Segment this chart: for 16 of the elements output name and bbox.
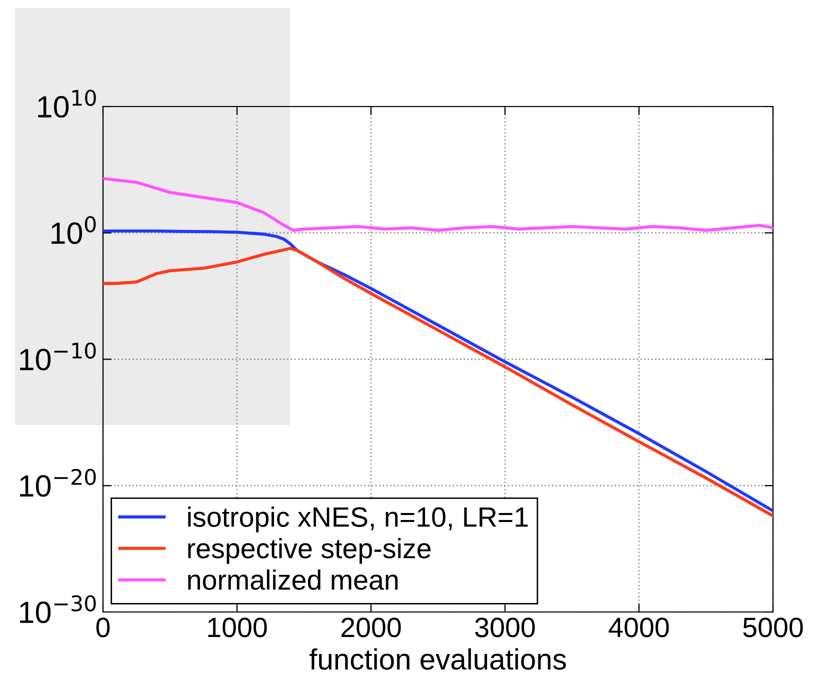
y-tick-label: 10$^{0}$ [52, 216, 96, 244]
y-tick-label: 10$^{−20}$ [20, 468, 96, 497]
y-tick-label: 10$^{−30}$ [20, 595, 96, 624]
x-tick-label: 2000 [342, 618, 401, 638]
line-series [103, 176, 773, 232]
x-tick-label: 5000 [743, 618, 803, 638]
legend-label: normalized mean [188, 569, 398, 590]
y-tick-label: 10$^{10}$ [38, 90, 96, 118]
legend-label: respective step-size [188, 538, 431, 564]
x-tick-label: 1000 [208, 618, 267, 638]
x-tick-label: 3000 [475, 618, 535, 638]
y-tick-label: 10$^{−10}$ [20, 342, 96, 370]
x-tick-label: 4000 [608, 618, 669, 638]
x-axis-title: function evaluations [310, 648, 566, 670]
legend-label: isotropic xNES, n=10, LR=1 [188, 506, 528, 532]
x-tick-label: 0 [96, 618, 110, 638]
